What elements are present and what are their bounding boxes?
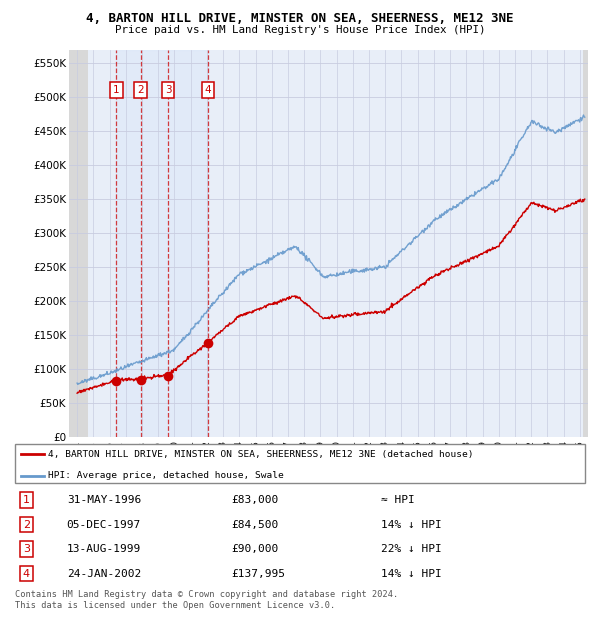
Text: £84,500: £84,500 xyxy=(231,520,278,529)
Text: 31-MAY-1996: 31-MAY-1996 xyxy=(67,495,141,505)
Text: 1: 1 xyxy=(23,495,30,505)
FancyBboxPatch shape xyxy=(15,445,585,483)
Text: 3: 3 xyxy=(165,86,172,95)
Text: 4: 4 xyxy=(23,569,30,578)
Text: £137,995: £137,995 xyxy=(231,569,285,578)
Bar xyxy=(583,50,588,437)
Text: Price paid vs. HM Land Registry's House Price Index (HPI): Price paid vs. HM Land Registry's House … xyxy=(115,25,485,35)
Text: 24-JAN-2002: 24-JAN-2002 xyxy=(67,569,141,578)
Text: ≈ HPI: ≈ HPI xyxy=(380,495,415,505)
Text: Contains HM Land Registry data © Crown copyright and database right 2024.
This d: Contains HM Land Registry data © Crown c… xyxy=(15,590,398,609)
Text: 05-DEC-1997: 05-DEC-1997 xyxy=(67,520,141,529)
Text: 13-AUG-1999: 13-AUG-1999 xyxy=(67,544,141,554)
Text: 2: 2 xyxy=(23,520,30,529)
Text: 3: 3 xyxy=(23,544,30,554)
Text: 4: 4 xyxy=(205,86,211,95)
Text: £90,000: £90,000 xyxy=(231,544,278,554)
Text: £83,000: £83,000 xyxy=(231,495,278,505)
Text: 4, BARTON HILL DRIVE, MINSTER ON SEA, SHEERNESS, ME12 3NE: 4, BARTON HILL DRIVE, MINSTER ON SEA, SH… xyxy=(86,12,514,25)
Text: 4, BARTON HILL DRIVE, MINSTER ON SEA, SHEERNESS, ME12 3NE (detached house): 4, BARTON HILL DRIVE, MINSTER ON SEA, SH… xyxy=(48,450,473,459)
Text: 2: 2 xyxy=(137,86,144,95)
Bar xyxy=(116,50,208,437)
Bar xyxy=(69,50,88,437)
Text: 14% ↓ HPI: 14% ↓ HPI xyxy=(380,569,442,578)
Text: 22% ↓ HPI: 22% ↓ HPI xyxy=(380,544,442,554)
Text: 1: 1 xyxy=(113,86,119,95)
Text: 14% ↓ HPI: 14% ↓ HPI xyxy=(380,520,442,529)
Text: HPI: Average price, detached house, Swale: HPI: Average price, detached house, Swal… xyxy=(48,471,283,480)
